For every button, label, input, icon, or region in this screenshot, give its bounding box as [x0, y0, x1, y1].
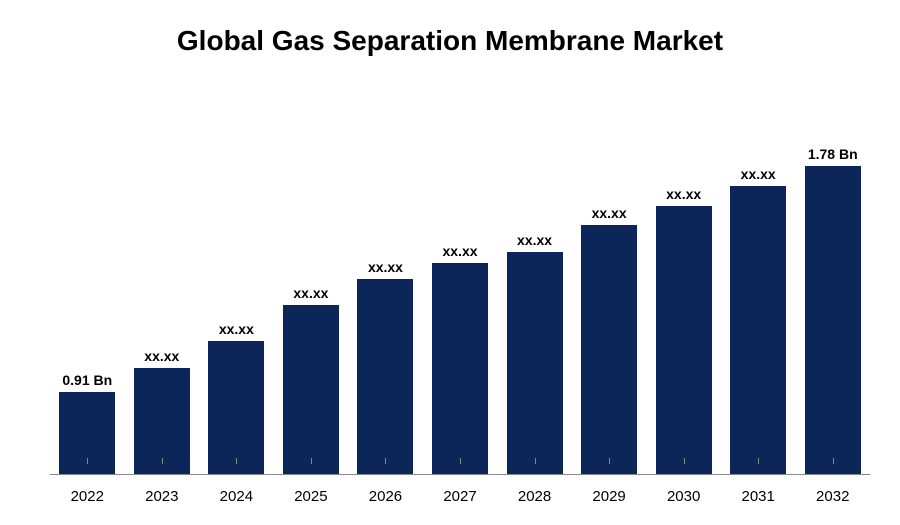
bar-group: xx.xx — [572, 110, 647, 474]
bar-group: 1.78 Bn — [795, 110, 870, 474]
bar-group: xx.xx — [348, 110, 423, 474]
bars-container: 0.91 Bn xx.xx xx.xx xx.xx xx.xx xx.xx xx… — [50, 110, 870, 474]
bar-group: xx.xx — [423, 110, 498, 474]
chart-title: Global Gas Separation Membrane Market — [0, 0, 900, 67]
bar — [208, 341, 264, 474]
bar — [432, 263, 488, 474]
bar-value-label: xx.xx — [219, 321, 254, 337]
bar-group: xx.xx — [125, 110, 200, 474]
x-tick-label: 2024 — [199, 488, 274, 505]
bar — [283, 305, 339, 474]
bar — [507, 252, 563, 474]
x-tick-label: 2030 — [646, 488, 721, 505]
x-tick-label: 2025 — [274, 488, 349, 505]
bar — [805, 166, 861, 474]
bar-group: xx.xx — [274, 110, 349, 474]
x-tick-label: 2027 — [423, 488, 498, 505]
x-tick-label: 2028 — [497, 488, 572, 505]
x-tick-label: 2031 — [721, 488, 796, 505]
chart-plot-area: 0.91 Bn xx.xx xx.xx xx.xx xx.xx xx.xx xx… — [50, 110, 870, 475]
bar — [581, 225, 637, 474]
bar-group: xx.xx — [721, 110, 796, 474]
bar-group: xx.xx — [497, 110, 572, 474]
bar-value-label: xx.xx — [144, 348, 179, 364]
bar-value-label: 1.78 Bn — [808, 146, 858, 162]
bar — [656, 206, 712, 474]
x-tick-label: 2022 — [50, 488, 125, 505]
bar-value-label: xx.xx — [442, 243, 477, 259]
bar-group: xx.xx — [199, 110, 274, 474]
bar-value-label: xx.xx — [368, 259, 403, 275]
bar-value-label: xx.xx — [592, 205, 627, 221]
x-tick-label: 2023 — [125, 488, 200, 505]
bar — [357, 279, 413, 474]
bar-value-label: xx.xx — [293, 285, 328, 301]
x-tick-label: 2032 — [795, 488, 870, 505]
bar-group: 0.91 Bn — [50, 110, 125, 474]
x-axis: 2022 2023 2024 2025 2026 2027 2028 2029 … — [50, 488, 870, 505]
bar-group: xx.xx — [646, 110, 721, 474]
bar — [730, 186, 786, 474]
bar-value-label: 0.91 Bn — [62, 372, 112, 388]
bar-value-label: xx.xx — [517, 232, 552, 248]
x-tick-label: 2029 — [572, 488, 647, 505]
bar-value-label: xx.xx — [666, 186, 701, 202]
x-tick-label: 2026 — [348, 488, 423, 505]
bar-value-label: xx.xx — [741, 166, 776, 182]
